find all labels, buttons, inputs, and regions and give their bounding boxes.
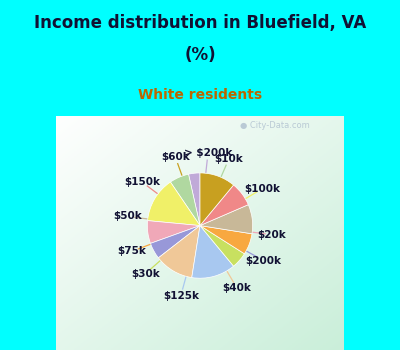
Text: $40k: $40k [222,283,252,293]
Text: $20k: $20k [258,230,286,240]
Text: $200k: $200k [246,256,282,266]
Wedge shape [200,173,234,225]
Wedge shape [170,174,200,225]
Wedge shape [148,182,200,225]
Text: $150k: $150k [124,177,160,187]
Wedge shape [200,225,244,266]
Text: $100k: $100k [244,184,280,194]
Wedge shape [150,225,200,258]
Text: (%): (%) [184,47,216,64]
Wedge shape [200,205,253,234]
Text: White residents: White residents [138,88,262,102]
Text: > $200k: > $200k [184,148,232,158]
Wedge shape [192,225,234,278]
Text: $75k: $75k [118,246,146,256]
Text: $50k: $50k [114,211,142,222]
Wedge shape [188,173,200,225]
Wedge shape [158,225,200,278]
Wedge shape [200,225,252,254]
Text: $30k: $30k [131,268,160,279]
Text: ● City-Data.com: ● City-Data.com [240,120,310,130]
Text: $125k: $125k [163,290,199,301]
Text: $10k: $10k [214,154,243,164]
Wedge shape [147,220,200,243]
Text: $60k: $60k [161,152,190,162]
Text: Income distribution in Bluefield, VA: Income distribution in Bluefield, VA [34,14,366,32]
Wedge shape [200,185,248,225]
